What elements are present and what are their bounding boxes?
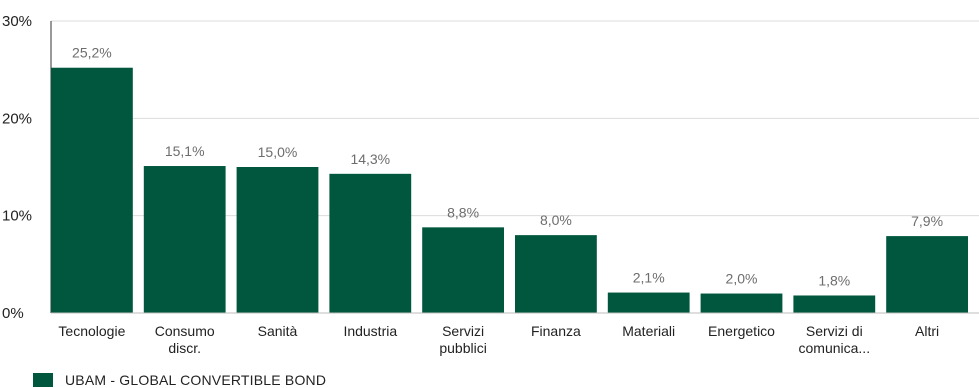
bar [143,166,226,313]
x-category-label: Materiali [622,323,675,339]
bar [793,295,876,313]
x-category-label: Tecnologie [58,323,125,339]
y-tick-label: 10% [2,208,32,225]
x-category-label: Consumo discr. [155,323,215,356]
bar [51,67,133,313]
bar [236,167,319,313]
bar [886,236,968,313]
x-category-label: Servizi di comunica... [799,323,871,356]
bar [422,227,504,313]
x-category-label: Servizi pubblici [439,323,486,356]
x-category-label: Finanza [531,323,581,339]
bar-chart: 0% 10% 20% 30% 25,2% Tecnologie 15,1% Consumo di… [2,13,979,356]
bar [607,292,690,313]
x-category-label: Sanità [258,323,298,339]
data-label: 7,9% [911,213,943,229]
data-label: 15,0% [258,144,298,160]
data-label: 2,1% [633,270,665,286]
data-label: 14,3% [350,151,390,167]
bar [515,235,597,313]
data-label: 8,0% [540,212,572,228]
data-label: 2,0% [726,271,758,287]
y-tick-label: 20% [2,110,32,127]
y-tick-label: 30% [2,13,32,30]
x-category-label: Industria [343,323,397,339]
x-category-label: Altri [915,323,939,339]
y-tick-label: 0% [2,305,24,322]
legend-swatch [33,373,53,387]
data-label: 1,8% [818,272,850,288]
bar [329,173,412,313]
legend-label: UBAM - GLOBAL CONVERTIBLE BOND [65,372,327,388]
data-label: 8,8% [447,204,479,220]
bar [700,293,783,313]
legend: UBAM - GLOBAL CONVERTIBLE BOND [33,372,326,388]
data-label: 15,1% [165,143,205,159]
x-category-label: Energetico [708,323,775,339]
data-label: 25,2% [72,45,112,61]
